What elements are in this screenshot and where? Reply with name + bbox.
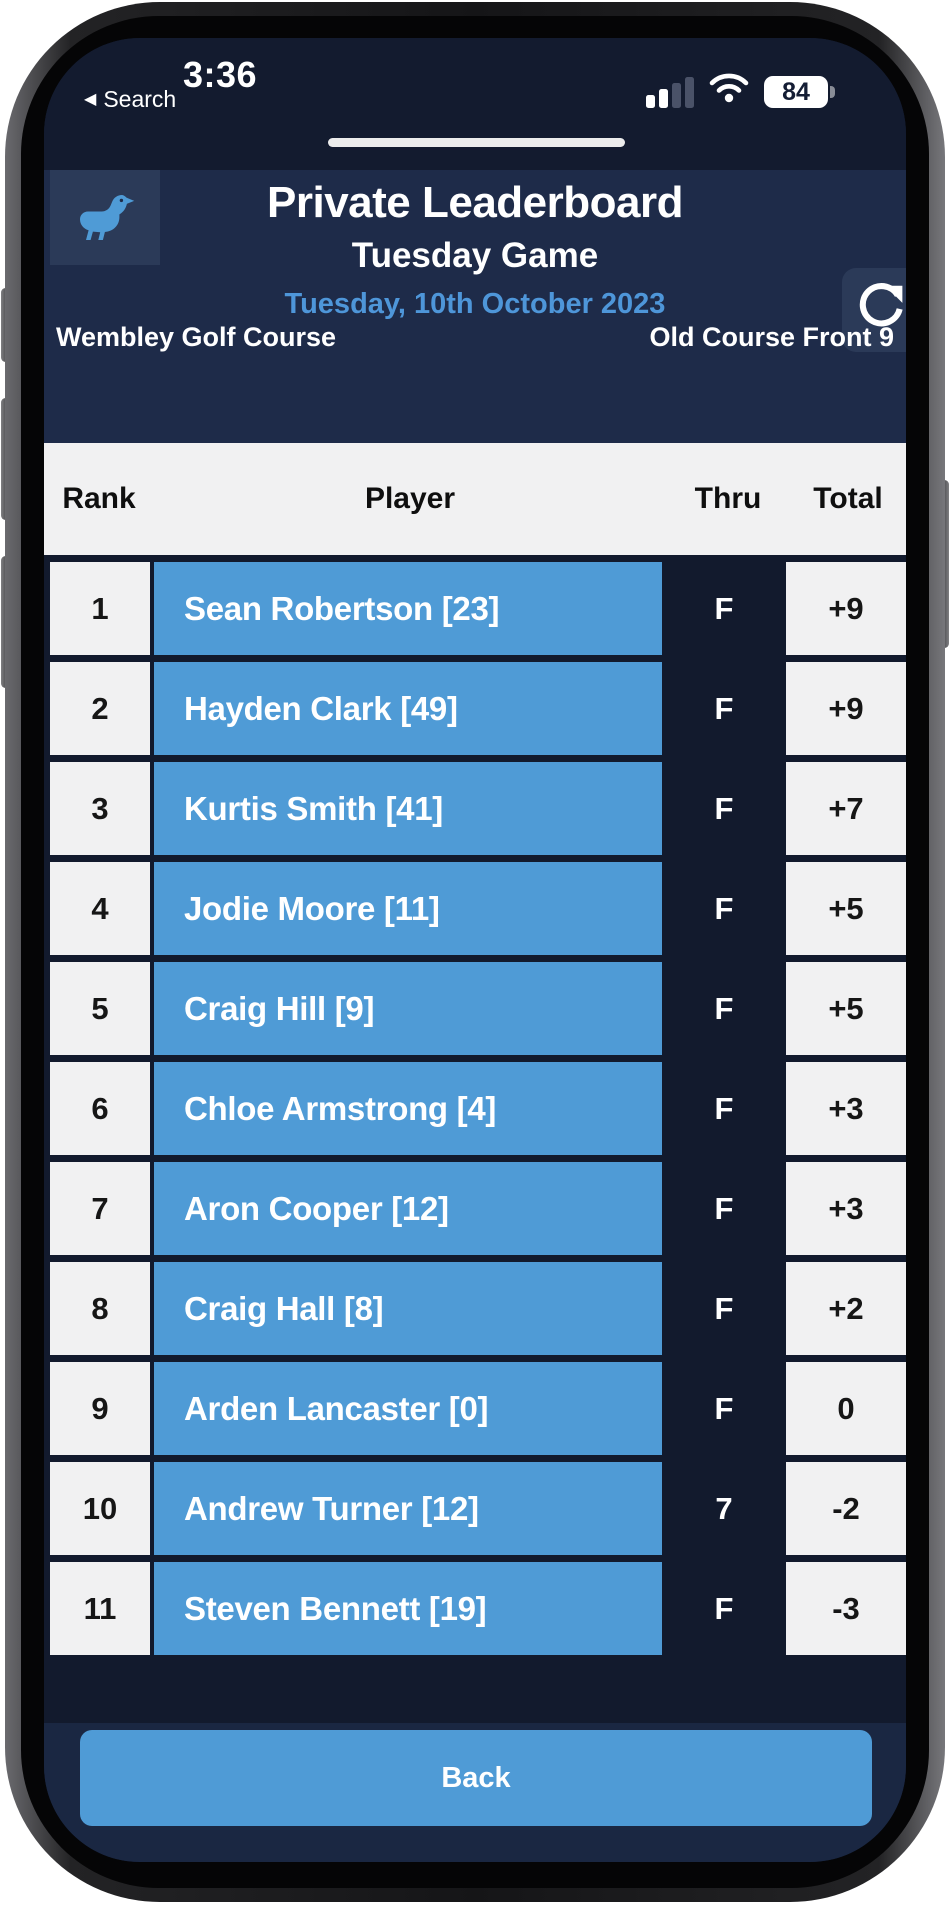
thru-cell: F: [714, 1390, 734, 1426]
player-cell: Jodie Moore [11]: [154, 862, 662, 955]
rank-cell: 5: [50, 962, 150, 1055]
rank-cell: 7: [50, 1162, 150, 1255]
thru-cell: 7: [715, 1490, 733, 1526]
rank-cell: 6: [50, 1062, 150, 1155]
return-to-app-label: Search: [103, 86, 177, 112]
table-row[interactable]: 2 Hayden Clark [49] F +9: [44, 662, 906, 755]
page-title: Private Leaderboard: [267, 178, 684, 227]
column-header-total: Total: [813, 482, 883, 515]
table-row[interactable]: 6 Chloe Armstrong [4] F +3: [44, 1062, 906, 1155]
player-cell: Andrew Turner [12]: [154, 1462, 662, 1555]
player-cell: Steven Bennett [19]: [154, 1562, 662, 1655]
rank-cell: 2: [50, 662, 150, 755]
thru-cell: F: [714, 890, 734, 926]
player-cell: Sean Robertson [23]: [154, 562, 662, 655]
table-row[interactable]: 11 Steven Bennett [19] F -3: [44, 1562, 906, 1655]
bird-icon: [73, 183, 137, 252]
table-row[interactable]: 3 Kurtis Smith [41] F +7: [44, 762, 906, 855]
total-cell: +5: [786, 862, 906, 955]
table-row[interactable]: 1 Sean Robertson [23] F +9: [44, 562, 906, 655]
refresh-button[interactable]: [842, 268, 906, 352]
back-button[interactable]: Back: [80, 1730, 872, 1826]
player-cell: Arden Lancaster [0]: [154, 1362, 662, 1455]
table-row[interactable]: 4 Jodie Moore [11] F +5: [44, 862, 906, 955]
thru-cell: F: [714, 790, 734, 826]
rank-cell: 10: [50, 1462, 150, 1555]
course-row: Wembley Golf Course Old Course Front 9: [56, 322, 894, 353]
table-row[interactable]: 9 Arden Lancaster [0] F 0: [44, 1362, 906, 1455]
player-cell: Aron Cooper [12]: [154, 1162, 662, 1255]
table-row[interactable]: 8 Craig Hall [8] F +2: [44, 1262, 906, 1355]
course-name: Wembley Golf Course: [56, 322, 337, 352]
thru-cell: F: [714, 1590, 734, 1626]
thru-cell: F: [714, 590, 734, 626]
app-screen: 3:36 ◀ Search 84: [44, 38, 906, 1862]
thru-cell: F: [714, 1290, 734, 1326]
player-cell: Kurtis Smith [41]: [154, 762, 662, 855]
course-detail: Old Course Front 9: [649, 322, 894, 352]
total-cell: -2: [786, 1462, 906, 1555]
status-icons: 84: [646, 64, 835, 108]
game-date: Tuesday, 10th October 2023: [284, 288, 666, 320]
status-time: 3:36: [182, 54, 258, 95]
column-header-thru: Thru: [694, 482, 762, 515]
rank-cell: 4: [50, 862, 150, 955]
total-cell: +2: [786, 1262, 906, 1355]
player-cell: Craig Hall [8]: [154, 1262, 662, 1355]
thru-cell: F: [714, 990, 734, 1026]
rank-cell: 8: [50, 1262, 150, 1355]
wifi-icon: [708, 71, 750, 108]
thru-cell: F: [714, 1190, 734, 1226]
footer-bar: Back: [44, 1723, 906, 1862]
rank-cell: 9: [50, 1362, 150, 1455]
leaderboard-header: Private Leaderboard Tuesday Game Tuesday…: [44, 170, 906, 443]
total-cell: +9: [786, 562, 906, 655]
total-cell: +5: [786, 962, 906, 1055]
app-logo: [50, 170, 160, 265]
table-row[interactable]: 10 Andrew Turner [12] 7 -2: [44, 1462, 906, 1555]
player-cell: Hayden Clark [49]: [154, 662, 662, 755]
table-header-row: Rank Player Thru Total: [44, 443, 906, 555]
table-body: 1 Sean Robertson [23] F +9 2 Hayden Clar…: [44, 562, 906, 1655]
refresh-icon: [854, 281, 906, 340]
battery-icon: 84: [764, 76, 835, 108]
total-cell: +7: [786, 762, 906, 855]
thru-cell: F: [714, 1090, 734, 1126]
game-name: Tuesday Game: [351, 236, 599, 275]
rank-cell: 1: [50, 562, 150, 655]
player-cell: Craig Hill [9]: [154, 962, 662, 1055]
rank-cell: 3: [50, 762, 150, 855]
total-cell: +9: [786, 662, 906, 755]
table-row[interactable]: 5 Craig Hill [9] F +5: [44, 962, 906, 1055]
back-triangle-icon: ◀: [84, 91, 97, 108]
cellular-signal-icon: [646, 77, 694, 108]
leaderboard-table: Rank Player Thru Total 1 Sean Robertson …: [44, 443, 906, 1723]
total-cell: +3: [786, 1062, 906, 1155]
column-header-player: Player: [364, 482, 456, 515]
return-to-app-button[interactable]: ◀ Search: [84, 86, 176, 113]
thru-cell: F: [714, 690, 734, 726]
player-cell: Chloe Armstrong [4]: [154, 1062, 662, 1155]
rank-cell: 11: [50, 1562, 150, 1655]
home-indicator[interactable]: [328, 138, 625, 147]
status-bar: 3:36 ◀ Search 84: [44, 38, 906, 170]
column-header-rank: Rank: [62, 482, 136, 515]
table-row[interactable]: 7 Aron Cooper [12] F +3: [44, 1162, 906, 1255]
total-cell: -3: [786, 1562, 906, 1655]
total-cell: 0: [786, 1362, 906, 1455]
total-cell: +3: [786, 1162, 906, 1255]
